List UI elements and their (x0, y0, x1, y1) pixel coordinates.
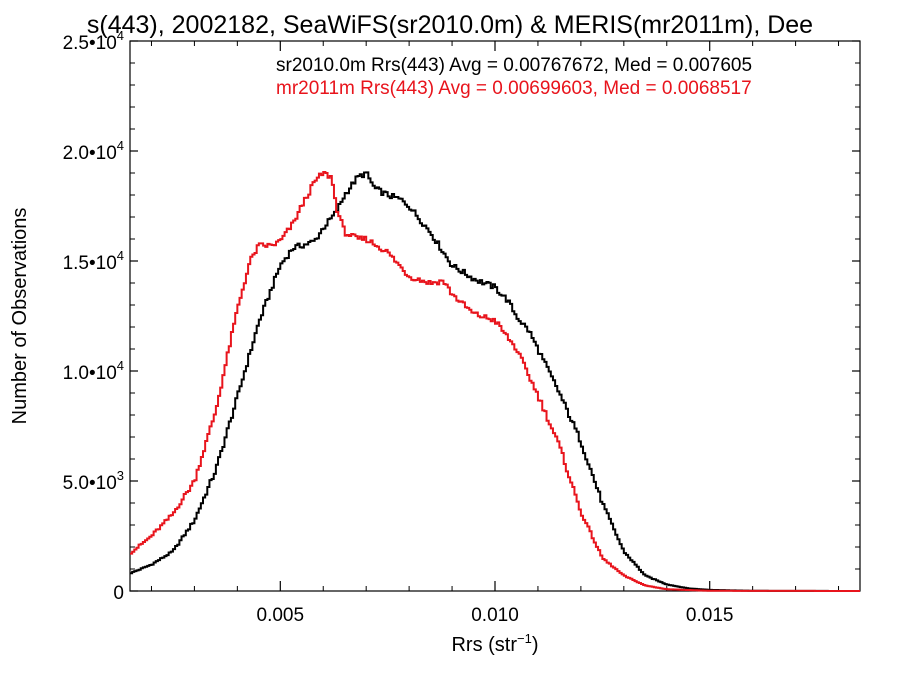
x-tick-label: 0.005 (257, 605, 305, 626)
y-tick-label: 1.5•104 (63, 248, 124, 274)
y-tick-label: 2.0•104 (63, 138, 124, 164)
y-tick-label: 5.0•103 (63, 468, 124, 494)
annotation-0: sr2010.0m Rrs(443) Avg = 0.00767672, Med… (276, 55, 752, 76)
y-tick-label: 0 (113, 583, 124, 604)
x-tick-label: 0.015 (686, 605, 734, 626)
x-axis-label-main: Rrs (str (451, 634, 517, 656)
series-lines (130, 171, 860, 592)
plot-frame (129, 40, 861, 592)
y-tick-exponent: 4 (117, 358, 124, 373)
y-tick-mantissa: 2.0•10 (63, 143, 117, 164)
y-tick-exponent: 4 (117, 138, 124, 153)
y-axis-label: Number of Observations (9, 208, 31, 425)
x-axis-label: Rrs (str−1) (451, 631, 538, 656)
x-axis-label-close: ) (532, 634, 539, 656)
y-tick-label: 1.0•104 (63, 358, 124, 384)
y-tick-mantissa: 1.5•10 (63, 253, 117, 274)
annotation-1: mr2011m Rrs(443) Avg = 0.00699603, Med =… (276, 78, 752, 99)
y-tick-mantissa: 1.0•10 (63, 363, 117, 384)
y-tick-mantissa: 2.5•10 (63, 33, 117, 54)
series-line-1 (130, 171, 860, 592)
y-tick-exponent: 3 (117, 468, 124, 483)
y-tick-label: 2.5•104 (63, 28, 124, 54)
x-axis-label-superscript: −1 (517, 631, 532, 646)
y-tick-exponent: 4 (117, 28, 124, 43)
series-line-0 (130, 171, 860, 592)
axis-ticks: 0.005 0.010 0.01505.0•1031.0•1041.5•1042.0… (63, 28, 860, 626)
y-tick-mantissa: 5.0•10 (63, 473, 117, 494)
y-tick-exponent: 4 (117, 248, 124, 263)
y-tick-mantissa: 0 (113, 583, 124, 604)
chart-title: s(443), 2002182, SeaWiFS(sr2010.0m) & ME… (87, 11, 813, 39)
annotations: sr2010.0m Rrs(443) Avg = 0.00767672, Med… (276, 55, 752, 99)
x-tick-label: 0.010 (471, 605, 519, 626)
